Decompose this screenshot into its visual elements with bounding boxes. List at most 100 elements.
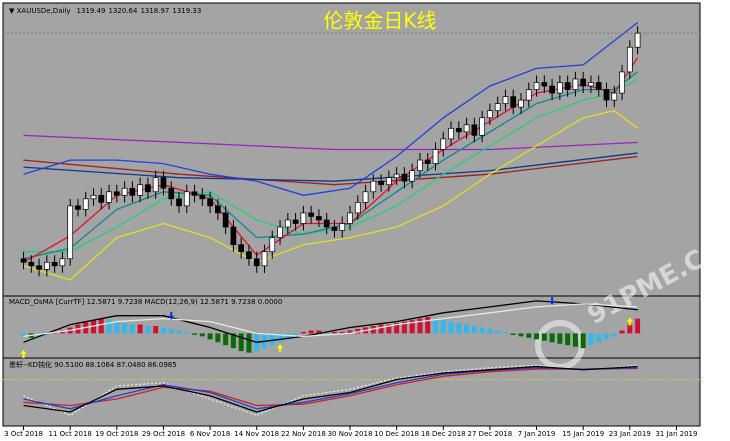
histogram-bar bbox=[370, 326, 376, 334]
histogram-bar bbox=[184, 331, 190, 334]
x-tick-label: 7 Jan 2019 bbox=[518, 430, 556, 438]
indicator-line bbox=[23, 152, 638, 182]
candle-body bbox=[603, 89, 610, 101]
plot-area bbox=[3, 22, 700, 417]
histogram-bar bbox=[378, 324, 384, 334]
histogram-bar bbox=[565, 333, 571, 346]
histogram-bar bbox=[285, 333, 291, 340]
candle-body bbox=[595, 82, 602, 90]
candle-body bbox=[580, 78, 587, 87]
candle-body bbox=[378, 180, 384, 186]
candle-body bbox=[448, 127, 454, 140]
histogram-bar bbox=[238, 333, 244, 352]
histogram-bar bbox=[386, 324, 392, 334]
histogram-bar bbox=[168, 328, 174, 334]
histogram-bar bbox=[471, 326, 477, 334]
signal-arrow bbox=[168, 311, 175, 320]
x-tick-label: 19 Oct 2018 bbox=[95, 430, 138, 438]
candle-body bbox=[354, 202, 361, 214]
histogram-bar bbox=[409, 320, 415, 334]
histogram-bar bbox=[324, 331, 330, 334]
candle-body bbox=[113, 191, 120, 196]
histogram-bar bbox=[145, 326, 151, 334]
histogram-bar bbox=[106, 320, 112, 334]
indicator-line bbox=[23, 22, 638, 196]
candle-body bbox=[67, 205, 74, 260]
histogram-bar bbox=[277, 333, 283, 343]
candle-body bbox=[611, 92, 618, 101]
histogram-bar bbox=[176, 330, 182, 334]
histogram-bar bbox=[129, 324, 135, 334]
histogram-bar bbox=[596, 333, 602, 343]
histogram-bar bbox=[355, 328, 361, 334]
candle-body bbox=[207, 198, 213, 207]
candle-body bbox=[401, 173, 408, 182]
candle-body bbox=[634, 32, 641, 48]
candle-body bbox=[121, 187, 128, 196]
histogram-bar bbox=[269, 333, 275, 346]
x-tick-label: 10 Dec 2018 bbox=[374, 430, 419, 438]
histogram-bar bbox=[588, 333, 594, 346]
candle-body bbox=[28, 261, 35, 267]
macd-label: MACD_OsMA [CurrTF] 12.5871 9.7238 MACD(1… bbox=[9, 298, 282, 306]
candle-body bbox=[432, 149, 439, 164]
histogram-bar bbox=[300, 331, 306, 334]
histogram-bar bbox=[557, 333, 563, 344]
candle-body bbox=[51, 261, 58, 267]
candle-body bbox=[75, 205, 81, 210]
candle-body bbox=[238, 244, 245, 253]
histogram-bar bbox=[192, 333, 198, 335]
histogram-bar bbox=[230, 333, 236, 349]
histogram-bar bbox=[487, 328, 493, 334]
histogram-bar bbox=[394, 323, 400, 334]
candle-body bbox=[300, 212, 307, 224]
candle-body bbox=[494, 103, 501, 112]
candle-body bbox=[253, 258, 260, 267]
header-value: 1319.49 bbox=[77, 7, 106, 15]
candle-body bbox=[479, 117, 485, 136]
histogram-bar bbox=[526, 333, 532, 338]
candle-body bbox=[82, 198, 89, 210]
candle-body bbox=[246, 251, 252, 260]
x-tick-label: 29 Oct 2018 bbox=[142, 430, 185, 438]
candle-body bbox=[145, 184, 151, 193]
candle-body bbox=[215, 205, 221, 214]
signal-arrow bbox=[277, 344, 284, 353]
candle-body bbox=[129, 187, 136, 196]
histogram-bar bbox=[223, 333, 229, 346]
candle-body bbox=[347, 212, 353, 224]
histogram-bar bbox=[611, 333, 617, 337]
candle-body bbox=[183, 191, 190, 207]
x-tick-label: 15 Jan 2019 bbox=[562, 430, 604, 438]
histogram-bar bbox=[308, 330, 314, 334]
histogram-bar bbox=[456, 323, 462, 334]
histogram-bar bbox=[495, 330, 501, 334]
histogram-bar bbox=[137, 324, 143, 334]
histogram-bar bbox=[502, 331, 508, 334]
histogram-bar bbox=[541, 333, 547, 341]
x-tick-label: 18 Dec 2018 bbox=[421, 430, 466, 438]
histogram-bar bbox=[246, 333, 252, 353]
signal-arrow bbox=[626, 317, 633, 326]
candle-body bbox=[557, 82, 563, 94]
candle-body bbox=[106, 191, 112, 203]
candle-body bbox=[471, 124, 478, 136]
candle-body bbox=[292, 219, 299, 224]
symbol: XAUUSDe,Daily bbox=[17, 7, 71, 15]
histogram-bar bbox=[160, 327, 166, 334]
histogram-bar bbox=[627, 324, 633, 334]
histogram-bar bbox=[580, 333, 586, 349]
histogram-bar bbox=[510, 333, 516, 335]
header-value: 1320.64 bbox=[108, 7, 137, 15]
candle-body bbox=[199, 194, 206, 200]
candle-body bbox=[455, 127, 462, 133]
x-tick-label: 3 Oct 2018 bbox=[4, 430, 43, 438]
indicator-line bbox=[23, 303, 638, 338]
candle-body bbox=[487, 110, 493, 119]
histogram-bar bbox=[91, 320, 96, 334]
candle-body bbox=[564, 82, 571, 90]
histogram-bar bbox=[153, 326, 159, 334]
candle-body bbox=[393, 173, 400, 179]
histogram-bar bbox=[448, 321, 454, 334]
candle-body bbox=[269, 237, 276, 253]
